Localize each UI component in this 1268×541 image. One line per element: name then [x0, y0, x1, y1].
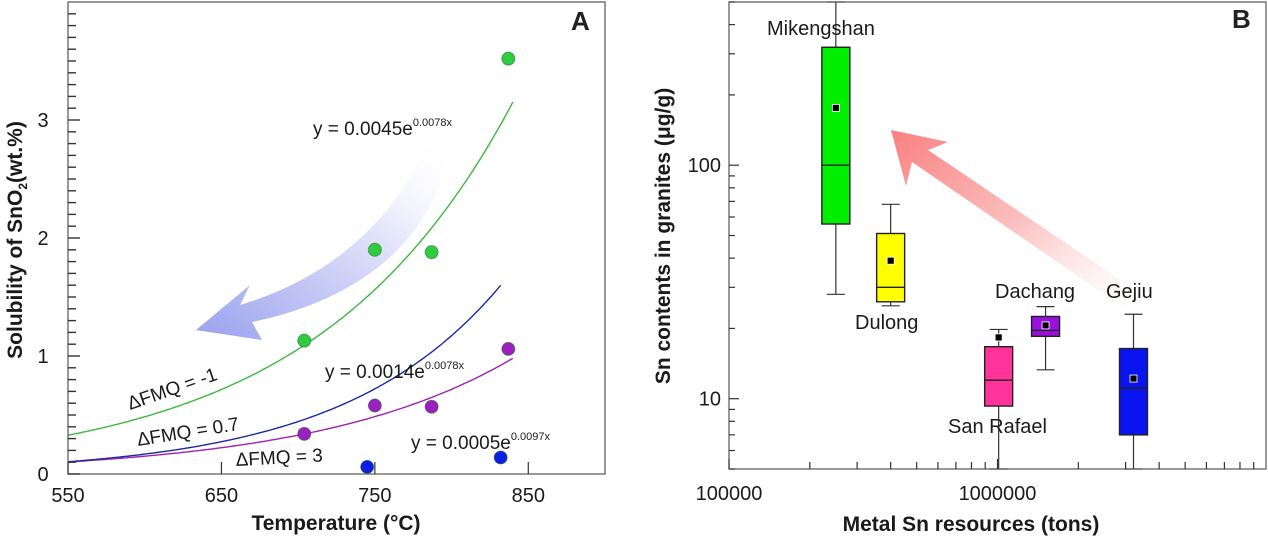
iqr-box	[983, 346, 1014, 407]
fit-curve-series-0	[67, 101, 514, 436]
fit-curve-series-2	[67, 284, 502, 463]
x-tick-label: 750	[358, 485, 391, 507]
mean-marker	[994, 333, 1003, 342]
fit-equation-green: y = 0.0045e0.0078x	[313, 117, 452, 140]
data-point-series-1	[501, 341, 516, 356]
fit-equation-blue: y = 0.0005e0.0097x	[411, 431, 550, 454]
increasing-trend-arrow	[891, 130, 1150, 312]
y-tick-label: 3	[37, 110, 48, 132]
fit-curve-series-1	[67, 357, 514, 463]
x-tick-label: 1000000	[959, 483, 1037, 505]
series-label-fmq-minus1: ΔFMQ = -1	[125, 364, 220, 414]
iqr-box	[821, 46, 851, 225]
box-dulong	[875, 203, 906, 307]
y-tick-label: 1	[37, 346, 48, 368]
panel-a: 0 1 2 3 550 650 750 850 A y = 0.0045e0.0078x y…	[4, 1, 606, 535]
x-tick-label: 550	[51, 485, 84, 507]
site-label-san-rafael: San Rafael	[948, 416, 1047, 438]
iqr-box	[875, 232, 906, 303]
site-label-mikengshan: Mikengshan	[767, 18, 875, 40]
x-axis-title-a: Temperature (°C)	[251, 512, 420, 535]
x-tick-label: 650	[205, 485, 238, 507]
site-label-gejiu: Gejiu	[1106, 281, 1153, 303]
box-san-rafael	[983, 328, 1014, 470]
y-tick-label: 2	[37, 228, 48, 250]
panel-label-a: A	[571, 6, 590, 36]
data-point-series-0	[501, 51, 516, 66]
box-gejiu	[1118, 313, 1149, 470]
series-label-fmq-0-7: ΔFMQ = 0.7	[135, 414, 240, 451]
fit-equation-purple: y = 0.0014e0.0078x	[325, 360, 464, 383]
box-mikengshan	[821, 1, 851, 295]
data-point-series-0	[367, 242, 382, 257]
mean-marker	[1129, 374, 1138, 383]
data-point-series-2	[493, 450, 508, 465]
box-dachang	[1030, 306, 1061, 371]
x-tick-label: 100000	[696, 483, 763, 505]
data-point-series-0	[424, 245, 439, 260]
y-tick-label: 0	[37, 464, 48, 486]
y-axis-title-a: Solubility of SnO2(wt.%)	[4, 121, 30, 359]
y-axis-title-b: Sn contents in granites (μg/g)	[652, 88, 675, 384]
x-tick-label: 850	[512, 485, 545, 507]
series-label-fmq-3: ΔFMQ = 3	[235, 445, 323, 471]
data-point-series-2	[360, 459, 375, 474]
data-point-series-0	[297, 333, 312, 348]
x-axis-title-b: Metal Sn resources (tons)	[843, 513, 1100, 536]
data-point-series-1	[367, 398, 382, 413]
site-label-dachang: Dachang	[995, 281, 1075, 303]
y-tick-label: 100	[688, 155, 721, 177]
iqr-box	[1118, 347, 1149, 436]
data-point-series-1	[424, 399, 439, 414]
mean-marker	[886, 256, 895, 265]
y-tick-label: 10	[699, 389, 721, 411]
site-label-dulong: Dulong	[855, 312, 918, 334]
panel-label-b: B	[1232, 4, 1251, 34]
mean-marker	[831, 103, 840, 112]
decreasing-trend-arrow	[196, 142, 446, 340]
mean-marker	[1041, 321, 1050, 330]
data-point-series-1	[297, 426, 312, 441]
